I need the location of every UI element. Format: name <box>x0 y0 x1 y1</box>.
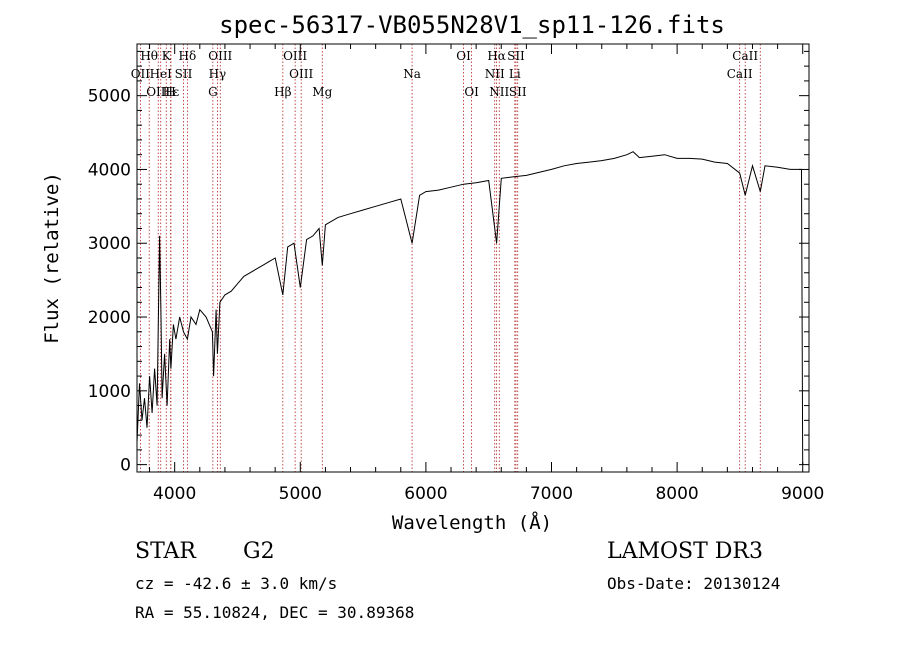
plot-frame <box>136 43 810 473</box>
coordinates: RA = 55.10824, DEC = 30.89368 <box>135 603 415 622</box>
line-label-4: OIII <box>283 49 307 63</box>
line-label-26: SII <box>509 85 527 99</box>
line-label-2: Hδ <box>179 49 197 63</box>
redshift-cz: cz = -42.6 ± 3.0 km/s <box>135 574 338 593</box>
x-tick-label-4000: 4000 <box>153 484 196 504</box>
line-label-18: OIII <box>146 85 170 99</box>
x-tick-label-6000: 6000 <box>404 484 447 504</box>
y-tick-label-3000: 3000 <box>88 234 131 254</box>
line-label-24: OI <box>464 85 479 99</box>
line-label-0: Hθ <box>140 49 158 63</box>
obs-date: Obs-Date: 20130124 <box>607 574 781 593</box>
line-label-12: Hγ <box>209 67 227 81</box>
line-label-10: HeI <box>150 67 173 81</box>
y-tick-label-0: 0 <box>120 456 131 476</box>
object-class: STAR <box>135 539 196 564</box>
spectrum-line <box>136 151 804 465</box>
line-label-25: NII <box>489 85 509 99</box>
x-tick-label-9000: 9000 <box>781 484 824 504</box>
y-ticks: 0 1000 2000 3000 4000 5000 <box>88 50 809 476</box>
line-label-19: Hε <box>163 85 180 99</box>
x-axis-label: Wavelength (Å) <box>392 511 552 534</box>
line-label-9: OII <box>131 67 151 81</box>
chart-title: spec-56317-VB055N28V1_sp11-126.fits <box>219 11 725 39</box>
spectral-subclass: G2 <box>243 539 275 564</box>
y-axis-label: Flux (relative) <box>41 172 63 344</box>
line-label-3: OIII <box>208 49 232 63</box>
line-label-27: CaII <box>747 0 773 3</box>
line-label-21: G <box>208 85 218 99</box>
line-label-23: Mg <box>312 85 332 99</box>
line-label-1: K <box>162 49 172 63</box>
x-tick-label-8000: 8000 <box>655 484 698 504</box>
survey-name: LAMOST DR3 <box>607 539 763 564</box>
line-label-22: Hβ <box>274 85 291 99</box>
line-label-8: CaII <box>732 49 758 63</box>
line-label-14: Na <box>403 67 421 81</box>
line-label-15: NII <box>485 67 505 81</box>
line-label-16: Li <box>509 67 521 81</box>
x-ticks: 4000 5000 6000 7000 8000 9000 <box>149 44 824 504</box>
line-markers <box>139 44 761 472</box>
line-label-11: SII <box>175 67 193 81</box>
line-label-6: Hα <box>487 49 506 63</box>
line-label-5: OI <box>456 49 471 63</box>
y-tick-label-2000: 2000 <box>88 308 131 328</box>
x-tick-label-5000: 5000 <box>279 484 322 504</box>
line-label-17: CaII <box>727 67 753 81</box>
line-label-20: H <box>165 85 175 99</box>
x-tick-label-7000: 7000 <box>530 484 573 504</box>
line-label-13: OIII <box>289 67 313 81</box>
line-label-7: SII <box>507 49 525 63</box>
y-tick-label-4000: 4000 <box>88 160 131 180</box>
spectrum-layer <box>136 151 804 465</box>
y-tick-label-5000: 5000 <box>88 87 131 107</box>
y-tick-label-1000: 1000 <box>88 382 131 402</box>
